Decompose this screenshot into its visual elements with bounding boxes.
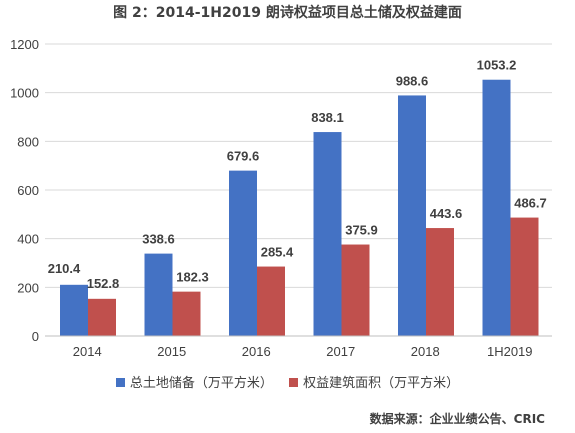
x-tick-label: 1H2019 [487, 344, 533, 359]
y-tick-label: 200 [17, 280, 39, 295]
bar-equity-area [172, 291, 201, 336]
legend-label-land-reserve: 总土地储备（万平方米） [129, 376, 273, 391]
bars [60, 79, 539, 336]
y-tick-label: 600 [17, 183, 39, 198]
legend-item-equity-area: 权益建筑面积（万平方米） [289, 372, 459, 391]
legend-swatch-equity-area [289, 378, 299, 387]
data-label-equity-area: 486.7 [514, 196, 547, 211]
y-tick-label: 1200 [10, 37, 39, 52]
data-label-land-reserve: 210.4 [48, 261, 81, 276]
data-label-land-reserve: 838.1 [311, 110, 344, 125]
bar-equity-area [510, 217, 539, 336]
bar-equity-area [341, 244, 370, 336]
y-tick-label: 400 [17, 232, 39, 247]
bar-land-reserve [313, 132, 342, 336]
bar-land-reserve [229, 170, 257, 336]
legend-label-equity-area: 权益建筑面积（万平方米） [303, 376, 460, 391]
source-note: 数据来源：企业业绩公告、CRIC [369, 412, 545, 426]
data-label-land-reserve: 988.6 [396, 73, 429, 88]
x-tick-label: 2014 [73, 344, 102, 359]
x-tick-label: 2015 [157, 344, 186, 359]
data-label-equity-area: 285.4 [261, 245, 294, 260]
bar-land-reserve [144, 253, 173, 336]
data-label-equity-area: 443.6 [430, 206, 463, 221]
x-tick-label: 2017 [326, 344, 355, 359]
data-label-land-reserve: 1053.2 [477, 58, 517, 73]
y-axis-ticks: 0 200 400 600 800 1000 1200 [10, 37, 39, 344]
data-label-equity-area: 182.3 [176, 270, 209, 285]
bar-equity-area [426, 228, 454, 336]
bar-land-reserve [60, 284, 88, 336]
data-label-land-reserve: 679.6 [227, 149, 260, 164]
x-tick-label: 2016 [242, 344, 271, 359]
data-label-land-reserve: 338.6 [142, 232, 175, 247]
data-label-equity-area: 375.9 [345, 223, 378, 238]
bar-land-reserve [482, 79, 511, 336]
chart-title: 图 2：2014-1H2019 朗诗权益项目总土储及权益建面 [113, 5, 462, 21]
y-tick-label: 800 [17, 134, 39, 149]
data-label-equity-area: 152.8 [87, 276, 120, 291]
gridlines [45, 43, 552, 288]
legend: 总土地储备（万平方米） 权益建筑面积（万平方米） [0, 372, 575, 391]
x-axis-ticks: 2014 2015 2016 2017 2018 1H2019 [73, 344, 533, 359]
x-tick-label: 2018 [411, 344, 440, 359]
bar-land-reserve [398, 95, 426, 336]
y-tick-label: 1000 [10, 86, 39, 101]
bar-equity-area [257, 266, 285, 336]
data-labels: 210.4 152.8 338.6 182.3 679.6 285.4 838.1 375.9… [48, 58, 547, 291]
legend-swatch-land-reserve [115, 378, 125, 387]
bar-equity-area [88, 298, 116, 336]
legend-item-land-reserve: 总土地储备（万平方米） [115, 372, 273, 391]
y-tick-label: 0 [32, 329, 39, 344]
